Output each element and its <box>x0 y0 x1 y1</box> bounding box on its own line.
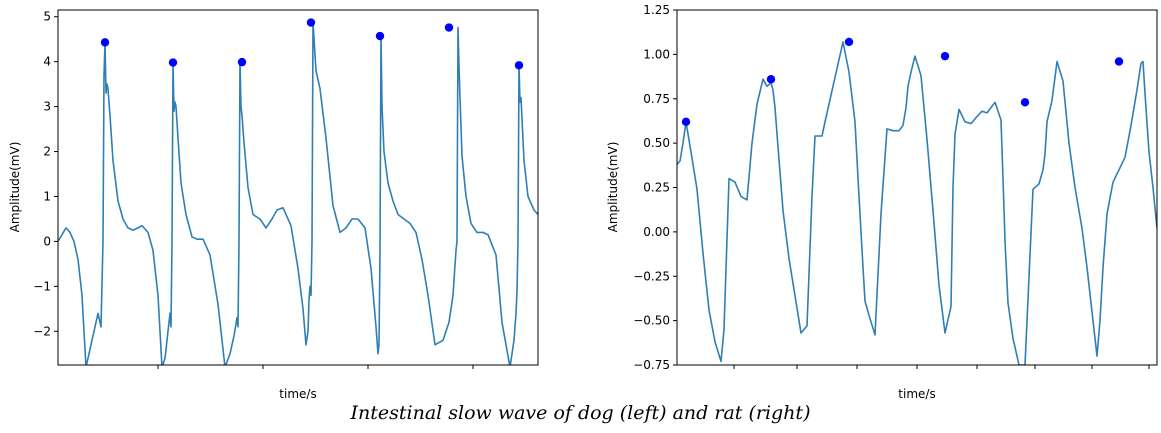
chart-rat: 1.251.000.750.500.250.00−0.25−0.50−0.75 … <box>606 3 1158 401</box>
y-tick-label-rat: −0.50 <box>633 314 670 328</box>
peak-marker-dog <box>168 58 178 67</box>
peak-marker-dog <box>306 18 316 27</box>
peak-marker-rat <box>1114 57 1124 66</box>
y-tick-label-rat: −0.25 <box>633 269 670 283</box>
peak-marker-rat <box>681 117 691 127</box>
peak-marker-rat <box>940 51 950 61</box>
series-line-dog <box>58 21 538 365</box>
y-ticks-rat: 1.25 1.00 0.75 0.50 0.25 0.00 −0.25 −0.50 −0.75 <box>633 3 677 372</box>
y-axis-label-rat: Amplitude(mV) <box>606 142 620 233</box>
y-tick-label-dog: 5 <box>43 10 51 24</box>
y-tick-label-dog: −1 <box>33 279 51 293</box>
plot-area-dog <box>58 21 538 365</box>
peak-marker-dog <box>514 61 524 70</box>
peak-marker-rat <box>766 75 776 84</box>
x-axis-label-dog: time/s <box>279 387 316 401</box>
y-tick-label-rat: 0.00 <box>643 225 670 239</box>
peak-marker-rat <box>1020 98 1030 107</box>
y-tick-label-dog: −2 <box>33 324 51 338</box>
peak-marker-dog <box>444 23 454 32</box>
axes-frame-rat <box>676 9 1158 366</box>
chart-dog: 5 4 3 2 1 0 −1 −2 time/s Amplitude(mV) <box>8 9 539 401</box>
peak-marker-rat <box>844 37 854 47</box>
y-tick-label-rat: 1.00 <box>643 47 670 61</box>
figure-caption: Intestinal slow wave of dog (left) and r… <box>350 402 811 424</box>
y-tick-label-dog: 4 <box>43 55 51 69</box>
plot-area-rat <box>677 41 1157 365</box>
y-tick-label-rat: 1.25 <box>643 3 670 17</box>
peak-marker-dog <box>375 31 385 41</box>
peak-marker-dog <box>100 38 110 47</box>
y-tick-label-dog: 3 <box>43 100 51 114</box>
y-tick-label-rat: 0.25 <box>643 181 670 195</box>
y-tick-label-rat: −0.75 <box>633 358 670 372</box>
series-line-rat <box>677 41 1157 365</box>
y-tick-label-rat: 0.50 <box>643 136 670 150</box>
y-tick-label-dog: 1 <box>43 189 51 203</box>
y-tick-label-dog: 2 <box>43 145 51 159</box>
x-axis-label-rat: time/s <box>898 387 935 401</box>
y-axis-label-dog: Amplitude(mV) <box>8 142 22 233</box>
y-ticks-dog: 5 4 3 2 1 0 −1 −2 <box>33 10 58 338</box>
x-ticks-rat <box>733 365 1150 369</box>
y-tick-label-rat: 0.75 <box>643 92 670 106</box>
peak-marker-dog <box>237 57 247 67</box>
axes-frame-dog <box>57 9 539 366</box>
x-ticks-dog <box>157 365 474 369</box>
y-tick-label-dog: 0 <box>43 234 51 248</box>
